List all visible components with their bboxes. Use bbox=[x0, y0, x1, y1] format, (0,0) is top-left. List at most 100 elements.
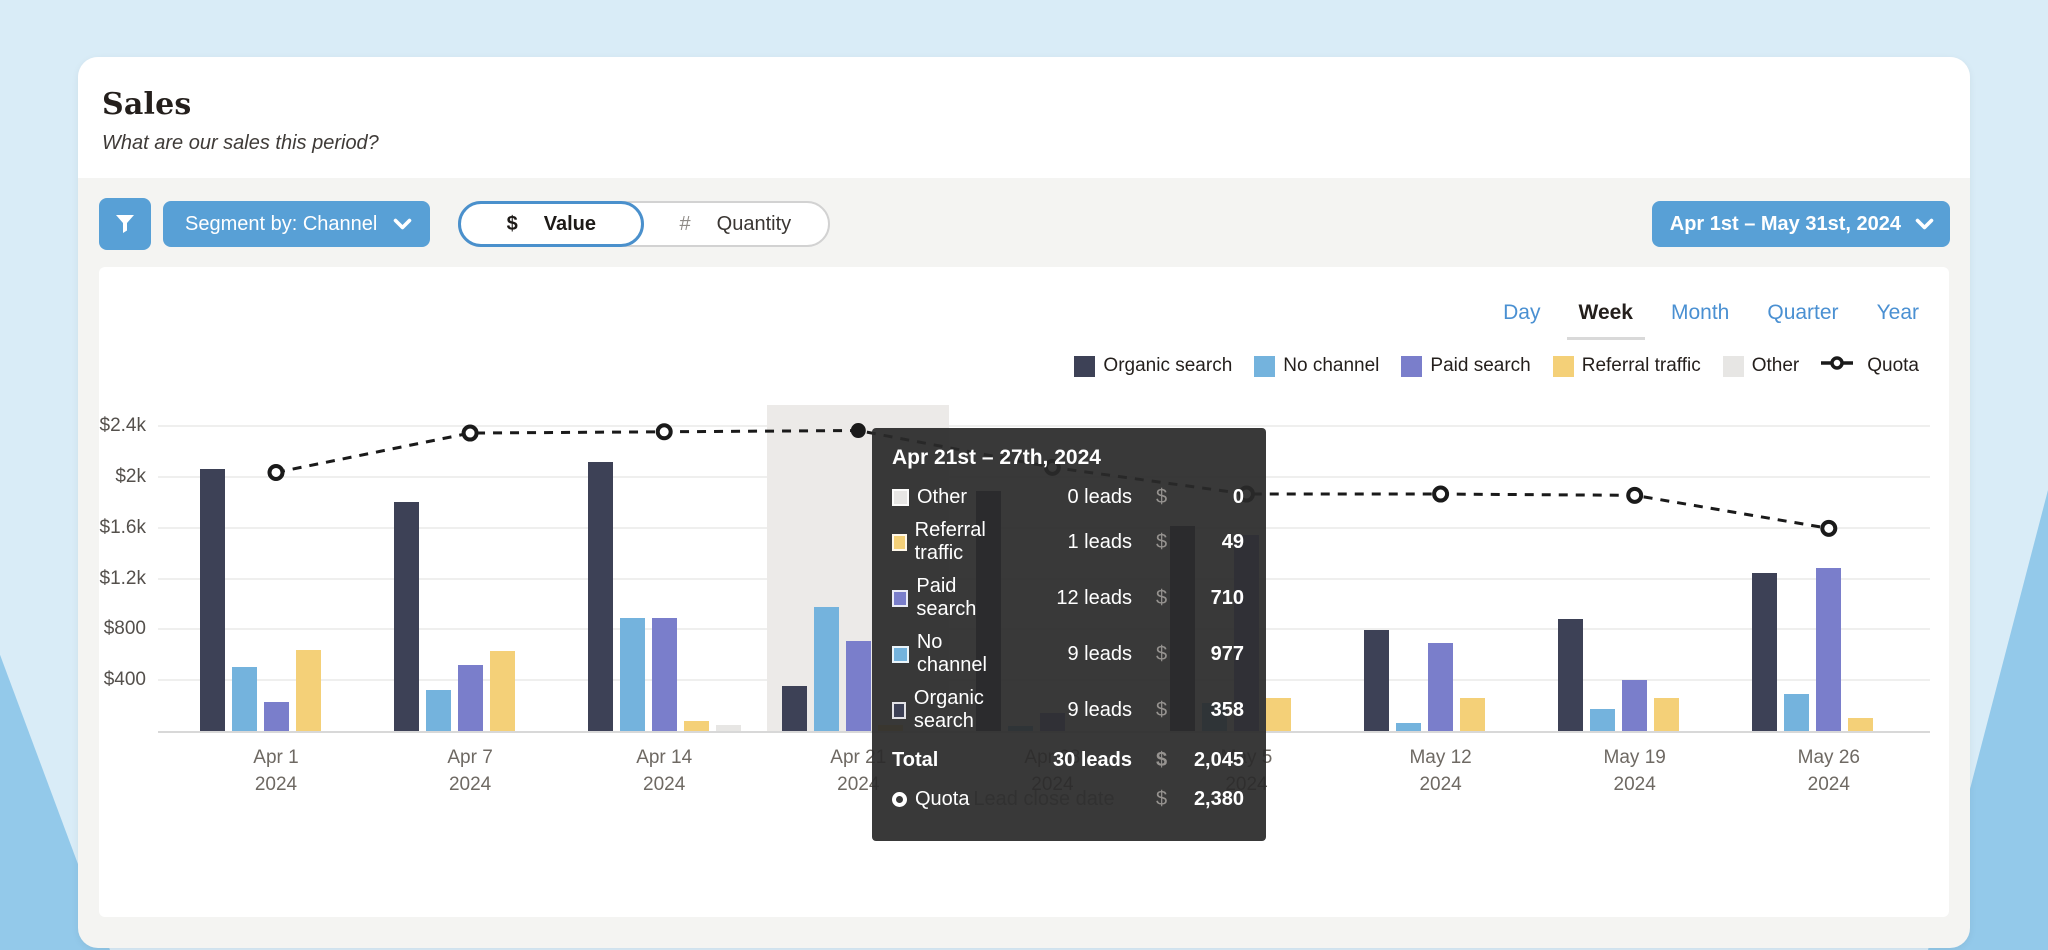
bar-other[interactable] bbox=[715, 724, 741, 731]
legend-item-paid-search[interactable]: Paid search bbox=[1401, 355, 1531, 377]
bar-paid-search[interactable] bbox=[845, 640, 871, 731]
quota-marker[interactable] bbox=[850, 423, 866, 439]
page-title: Sales bbox=[102, 87, 192, 122]
bar-paid-search[interactable] bbox=[263, 701, 289, 731]
tooltip-series-name: Total bbox=[892, 749, 939, 771]
legend-swatch-icon bbox=[1401, 355, 1423, 377]
bar-group-may-26[interactable] bbox=[1752, 407, 1905, 731]
tooltip-row-referral-traffic: Referral traffic 1 leads $49 bbox=[892, 519, 1244, 565]
quota-marker[interactable] bbox=[1626, 486, 1644, 504]
legend-item-organic-search[interactable]: Organic search bbox=[1074, 355, 1232, 377]
tooltip-title: Apr 21st – 27th, 2024 bbox=[892, 446, 1101, 469]
legend-label: Quota bbox=[1867, 355, 1919, 376]
bar-no-channel[interactable] bbox=[619, 617, 645, 731]
x-tick-date: May 26 bbox=[1797, 747, 1860, 768]
segment-by-dropdown[interactable]: Segment by: Channel bbox=[163, 201, 431, 247]
toggle-option-value[interactable]: $ Value bbox=[458, 201, 645, 247]
tab-day[interactable]: Day bbox=[1503, 301, 1541, 324]
bar-no-channel[interactable] bbox=[231, 667, 257, 731]
page-subtitle: What are our sales this period? bbox=[102, 132, 379, 154]
tooltip-swatch-icon bbox=[892, 645, 909, 663]
bar-group-apr-21[interactable] bbox=[781, 407, 935, 731]
x-tick-year: 2024 bbox=[1613, 773, 1656, 795]
x-tick-year: 2024 bbox=[1419, 773, 1462, 795]
x-tick-date: Apr 14 bbox=[636, 747, 693, 768]
filter-button[interactable] bbox=[99, 198, 151, 250]
tooltip-series-name: Other bbox=[892, 486, 1017, 509]
bar-paid-search[interactable] bbox=[1622, 680, 1648, 731]
bar-group-apr-14[interactable] bbox=[587, 407, 741, 731]
bar-referral-traffic[interactable] bbox=[295, 649, 321, 731]
bar-organic-search[interactable] bbox=[393, 502, 419, 731]
chevron-down-icon bbox=[1915, 218, 1934, 231]
tab-week[interactable]: Week bbox=[1566, 301, 1646, 340]
bar-organic-search[interactable] bbox=[199, 469, 225, 731]
bar-referral-traffic[interactable] bbox=[489, 650, 515, 731]
tooltip-leads: 9 leads bbox=[1067, 698, 1133, 721]
tooltip-currency: $ bbox=[1156, 486, 1168, 508]
legend-item-referral-traffic[interactable]: Referral traffic bbox=[1552, 355, 1701, 377]
bar-referral-traffic[interactable] bbox=[1848, 717, 1874, 731]
quota-marker[interactable] bbox=[1820, 519, 1838, 537]
bar-organic-search[interactable] bbox=[1558, 619, 1584, 731]
bar-group-may-12[interactable] bbox=[1364, 407, 1517, 731]
bar-referral-traffic[interactable] bbox=[1654, 697, 1680, 731]
bar-organic-search[interactable] bbox=[587, 461, 613, 731]
bar-no-channel[interactable] bbox=[1396, 723, 1422, 731]
bar-organic-search[interactable] bbox=[1752, 572, 1778, 731]
tab-year[interactable]: Year bbox=[1876, 301, 1919, 324]
bar-paid-search[interactable] bbox=[1428, 643, 1454, 731]
bar-organic-search[interactable] bbox=[1364, 629, 1390, 731]
sales-report-card: Sales What are our sales this period? Se… bbox=[78, 57, 1970, 948]
bar-group-apr-1[interactable] bbox=[199, 407, 353, 731]
hash-icon: # bbox=[679, 212, 691, 235]
legend-item-quota[interactable]: Quota bbox=[1821, 355, 1919, 377]
tooltip-leads: 12 leads bbox=[1056, 586, 1132, 609]
quota-marker[interactable] bbox=[461, 424, 479, 442]
bar-group-may-19[interactable] bbox=[1558, 407, 1711, 731]
toggle-quantity-label: Quantity bbox=[716, 212, 792, 235]
x-tick-label: Apr 1 2024 bbox=[206, 745, 346, 798]
tooltip-value: 0 bbox=[1232, 486, 1244, 508]
tooltip-row-paid-search: Paid search 12 leads $710 bbox=[892, 575, 1244, 621]
toggle-option-quantity[interactable]: # Quantity bbox=[642, 203, 828, 245]
chevron-down-icon bbox=[393, 218, 412, 231]
tooltip-currency: $ bbox=[1156, 530, 1168, 553]
x-tick-year: 2024 bbox=[643, 773, 686, 795]
tooltip-swatch-icon bbox=[892, 589, 909, 607]
bar-organic-search[interactable] bbox=[781, 685, 807, 731]
legend-item-no-channel[interactable]: No channel bbox=[1254, 355, 1379, 377]
tab-month[interactable]: Month bbox=[1670, 301, 1730, 324]
legend-swatch-icon bbox=[1722, 355, 1744, 377]
quota-marker[interactable] bbox=[655, 423, 673, 441]
x-tick-date: Apr 7 bbox=[447, 747, 493, 768]
bar-no-channel[interactable] bbox=[1590, 709, 1616, 731]
tooltip-value: 2,380 bbox=[1193, 788, 1244, 810]
x-tick-date: May 12 bbox=[1409, 747, 1472, 768]
bar-referral-traffic[interactable] bbox=[1266, 697, 1291, 731]
tooltip-swatch-icon bbox=[892, 533, 907, 551]
tooltip-currency: $ bbox=[1156, 749, 1168, 771]
x-tick-label: Apr 14 2024 bbox=[594, 745, 734, 798]
tab-quarter[interactable]: Quarter bbox=[1767, 301, 1839, 324]
tooltip-series-name: Paid search bbox=[892, 575, 1017, 621]
y-tick-label: $400 bbox=[103, 669, 146, 691]
tooltip-series-name: Organic search bbox=[892, 687, 1017, 733]
bar-no-channel[interactable] bbox=[425, 690, 451, 731]
toolbar: Segment by: Channel $ Value # Quantity A… bbox=[99, 198, 1950, 250]
bar-referral-traffic[interactable] bbox=[683, 720, 709, 731]
tooltip-swatch-icon bbox=[892, 489, 909, 506]
bar-referral-traffic[interactable] bbox=[1460, 697, 1486, 731]
legend-item-other[interactable]: Other bbox=[1722, 355, 1799, 377]
bar-no-channel[interactable] bbox=[813, 606, 839, 731]
bar-no-channel[interactable] bbox=[1784, 693, 1810, 731]
bar-paid-search[interactable] bbox=[651, 617, 677, 731]
date-range-dropdown[interactable]: Apr 1st – May 31st, 2024 bbox=[1651, 201, 1950, 247]
bar-group-apr-7[interactable] bbox=[393, 407, 547, 731]
report-header: Sales What are our sales this period? bbox=[78, 57, 1970, 178]
quota-marker[interactable] bbox=[267, 463, 285, 481]
gridline-2400 bbox=[158, 424, 1930, 427]
quota-marker[interactable] bbox=[1432, 485, 1450, 503]
bar-paid-search[interactable] bbox=[1816, 568, 1842, 731]
bar-paid-search[interactable] bbox=[457, 664, 483, 731]
